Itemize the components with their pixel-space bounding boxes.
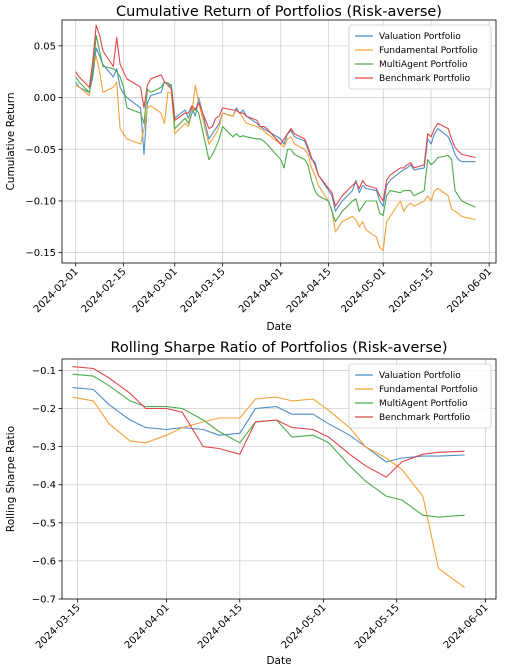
legend-entry: MultiAgent Portfolio — [379, 399, 468, 409]
legend-entry: Benchmark Portfolio — [379, 74, 471, 84]
x-axis-label: Date — [266, 321, 291, 333]
y-tick-label: −0.3 — [32, 442, 56, 453]
y-tick-label: −0.7 — [32, 595, 56, 606]
x-tick-label: 2024-03-01 — [131, 266, 180, 315]
x-tick-label: 2024-02-01 — [32, 266, 81, 315]
series-line-benchmark — [75, 24, 476, 207]
legend-entry: Valuation Portfolio — [379, 371, 461, 381]
x-tick-label: 2024-04-15 — [196, 602, 245, 651]
y-axis-label: Cumulative Return — [5, 92, 17, 190]
x-tick-label: 2024-04-01 — [123, 602, 172, 651]
series-line-fundamental — [72, 396, 465, 589]
y-tick-label: −0.2 — [32, 404, 56, 415]
x-tick-label: 2024-02-15 — [80, 266, 129, 315]
x-tick-label: 2024-04-15 — [285, 266, 334, 315]
legend-entry: Fundamental Portfolio — [379, 385, 478, 395]
y-tick-label: −0.6 — [32, 556, 56, 567]
y-tick-label: 0.05 — [34, 41, 56, 52]
x-axis-label: Date — [266, 655, 291, 667]
chart-2: 2024-03-15 2024-04-01 2024-04-15 2024-05-01… — [5, 340, 497, 667]
legend: Valuation Portfolio Fundamental Portfolio… — [348, 24, 492, 90]
y-axis-label: Rolling Sharpe Ratio — [5, 426, 17, 532]
series-line-valuation — [72, 387, 465, 463]
x-tick-label: 2024-06-01 — [445, 266, 494, 315]
x-tick-label: 2024-03-15 — [179, 266, 228, 315]
chart-title: Cumulative Return of Portfolios (Risk-av… — [116, 4, 442, 20]
legend-box — [348, 363, 492, 429]
y-tick-label: 0.00 — [34, 93, 56, 104]
series-line-benchmark — [72, 366, 465, 478]
series-line-valuation — [75, 47, 476, 212]
x-tick-label: 2024-05-01 — [339, 266, 388, 315]
x-tick-label: 2024-03-15 — [34, 602, 83, 651]
x-tick-label: 2024-06-01 — [442, 602, 491, 651]
chart-title: Rolling Sharpe Ratio of Portfolios (Risk… — [110, 340, 447, 356]
y-tick-label: −0.15 — [25, 248, 56, 259]
y-tick-label: −0.4 — [32, 480, 56, 491]
legend-entry: Benchmark Portfolio — [379, 413, 471, 423]
x-tick-label: 2024-04-01 — [237, 266, 286, 315]
legend-box — [348, 24, 492, 90]
legend-entry: Valuation Portfolio — [379, 32, 461, 42]
series-line-multiagent — [75, 34, 476, 223]
y-tick-label: −0.1 — [32, 366, 56, 377]
y-tick-label: −0.10 — [25, 196, 56, 207]
plot-frame — [61, 358, 497, 600]
legend: Valuation Portfolio Fundamental Portfolio… — [348, 363, 492, 429]
y-tick-label: −0.5 — [32, 518, 56, 529]
x-tick-label: 2024-05-15 — [353, 602, 402, 651]
y-tick-label: −0.05 — [25, 145, 56, 156]
legend-entry: Fundamental Portfolio — [379, 46, 478, 56]
legend-entry: MultiAgent Portfolio — [379, 60, 468, 70]
x-tick-label: 2024-05-01 — [280, 602, 329, 651]
x-tick-label: 2024-05-15 — [387, 266, 436, 315]
plot-frame — [61, 19, 497, 264]
